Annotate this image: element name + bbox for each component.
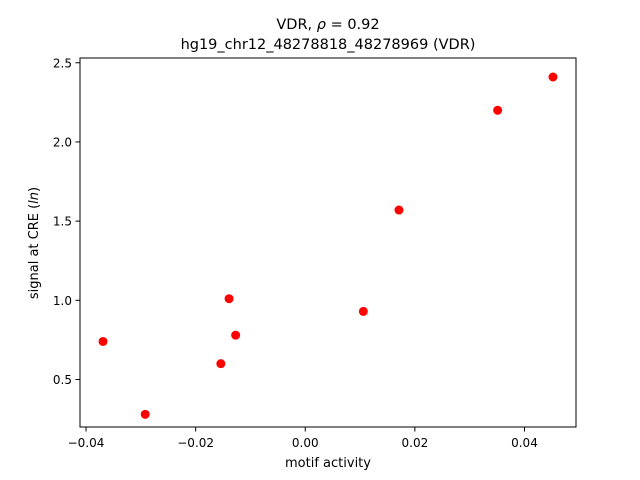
y-tick-label-4: 2.0 — [53, 135, 72, 149]
data-point-8 — [493, 105, 503, 115]
title-rho-symbol: ρ — [317, 17, 327, 33]
y-tick-label-1: 0.5 — [53, 373, 72, 387]
data-point-5 — [231, 330, 241, 340]
data-point-9 — [548, 72, 558, 82]
y-axis-label: signal at CRE (ln) — [27, 187, 42, 299]
x-axis: −0.04 −0.02 0.00 0.02 0.04 — [68, 427, 538, 450]
title-suffix: = 0.92 — [326, 17, 380, 33]
y-axis-label-prefix: signal at CRE ( — [27, 204, 42, 299]
data-point-7 — [394, 205, 404, 215]
data-point-2 — [140, 409, 150, 419]
data-point-4 — [224, 294, 234, 304]
y-axis-label-italic: ln — [27, 192, 42, 204]
x-tick-label-3: 0.00 — [292, 436, 319, 450]
x-tick-label-1: −0.04 — [68, 436, 105, 450]
title-prefix: VDR, — [276, 17, 316, 33]
y-tick-label-2: 1.0 — [53, 294, 72, 308]
x-tick-label-5: 0.04 — [511, 436, 538, 450]
chart-title-line1: VDR, ρ = 0.92 — [276, 17, 379, 33]
plot-area — [79, 57, 577, 428]
plot-frame — [79, 57, 577, 428]
data-point-3 — [216, 359, 226, 369]
data-point-1 — [98, 336, 108, 346]
x-axis-label: motif activity — [285, 456, 371, 471]
data-point-6 — [358, 306, 368, 316]
x-tick-label-2: −0.02 — [177, 436, 214, 450]
y-axis-label-suffix: ) — [27, 187, 42, 192]
y-tick-label-5: 2.5 — [53, 56, 72, 70]
data-points — [98, 72, 558, 419]
y-tick-label-3: 1.5 — [53, 215, 72, 229]
y-axis: 0.5 1.0 1.5 2.0 2.5 — [53, 56, 80, 387]
chart-title-line2: hg19_chr12_48278818_48278969 (VDR) — [181, 37, 476, 53]
x-tick-label-4: 0.02 — [402, 436, 429, 450]
